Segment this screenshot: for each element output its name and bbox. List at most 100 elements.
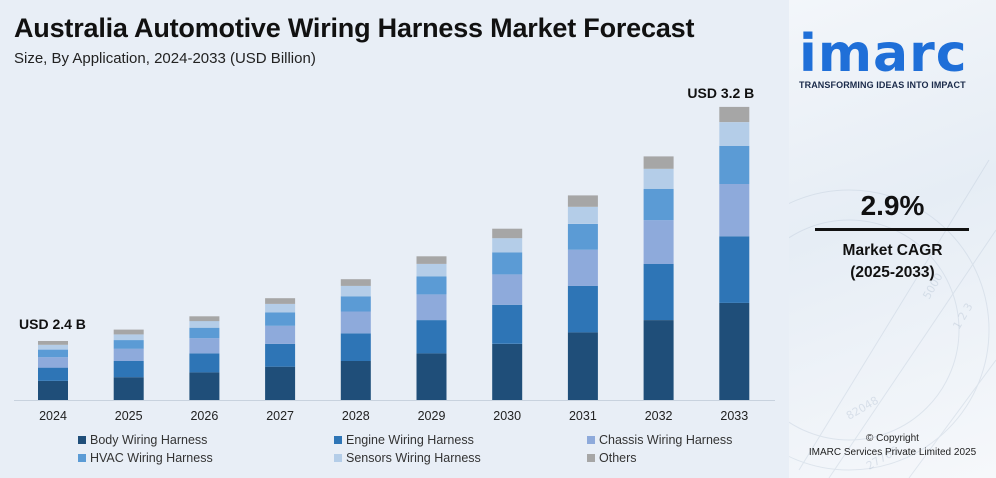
bar-segment-2028-sensors-wiring-harness — [340, 285, 371, 297]
bar-segment-2025-others — [113, 329, 144, 335]
bar-segment-2030-hvac-wiring-harness — [492, 252, 523, 275]
bar-segment-2030-sensors-wiring-harness — [492, 238, 523, 253]
bar-segment-2031-body-wiring-harness — [567, 332, 598, 400]
bar-segment-2033-sensors-wiring-harness — [719, 122, 750, 146]
legend-item-hvac-wiring-harness: HVAC Wiring Harness — [78, 451, 213, 465]
bar-segment-2024-body-wiring-harness — [38, 381, 68, 400]
side-panel: 5000 1 2 3 82048 27766 imarc TRANSFORMIN… — [789, 0, 996, 478]
x-tick-label-2030: 2030 — [493, 409, 521, 423]
bar-segment-2031-engine-wiring-harness — [567, 285, 598, 333]
chart-legend: Body Wiring Harness Engine Wiring Harness… — [78, 433, 778, 473]
legend-item-engine-wiring-harness: Engine Wiring Harness — [334, 433, 474, 447]
legend-swatch — [78, 436, 86, 444]
background-graphic: 5000 1 2 3 82048 27766 — [789, 159, 996, 478]
logo-wordmark: imarc — [799, 24, 968, 84]
legend-label: Chassis Wiring Harness — [599, 433, 733, 447]
bar-segment-2025-sensors-wiring-harness — [113, 334, 144, 340]
bar-segment-2026-others — [189, 316, 220, 322]
legend-swatch — [587, 454, 595, 462]
bar-segment-2026-hvac-wiring-harness — [189, 327, 220, 339]
bar-segment-2025-body-wiring-harness — [113, 377, 144, 400]
legend-label: Others — [599, 451, 637, 465]
bar-segment-2029-hvac-wiring-harness — [416, 276, 447, 295]
bar-segment-2024-sensors-wiring-harness — [38, 344, 68, 350]
x-tick-label-2024: 2024 — [39, 409, 67, 423]
svg-text:1 2 3: 1 2 3 — [950, 301, 975, 332]
bar-segment-2024-others — [38, 341, 68, 345]
bar-segment-2033-hvac-wiring-harness — [719, 145, 750, 184]
bar-segment-2027-sensors-wiring-harness — [265, 303, 296, 313]
copyright-line2: IMARC Services Private Limited 2025 — [808, 447, 977, 458]
legend-item-chassis-wiring-harness: Chassis Wiring Harness — [587, 433, 732, 447]
bar-segment-2033-engine-wiring-harness — [719, 236, 750, 303]
cagr-value: 2.9% — [860, 190, 925, 221]
bar-segment-2031-sensors-wiring-harness — [567, 206, 598, 224]
bar-segment-2031-others — [567, 195, 598, 207]
cagr-divider — [815, 228, 969, 231]
cagr-label-line1: Market CAGR — [842, 242, 943, 259]
bar-segment-2026-engine-wiring-harness — [189, 353, 220, 373]
bar-segment-2032-hvac-wiring-harness — [643, 188, 674, 221]
bar-segment-2026-chassis-wiring-harness — [189, 338, 220, 354]
bar-segment-2028-hvac-wiring-harness — [340, 296, 371, 312]
chart-title: Australia Automotive Wiring Harness Mark… — [14, 13, 695, 43]
bar-segment-2028-body-wiring-harness — [340, 361, 371, 400]
legend-item-others: Others — [587, 451, 637, 465]
bar-segment-2030-others — [492, 228, 523, 239]
bar-segment-2029-sensors-wiring-harness — [416, 263, 447, 277]
bar-segment-2027-hvac-wiring-harness — [265, 312, 296, 326]
logo-tagline: TRANSFORMING IDEAS INTO IMPACT — [799, 80, 966, 90]
bar-segment-2032-sensors-wiring-harness — [643, 168, 674, 189]
bar-segment-2033-body-wiring-harness — [719, 302, 750, 400]
x-tick-label-2027: 2027 — [266, 409, 294, 423]
cagr-label: Market CAGR (2025-2033) — [789, 240, 996, 284]
bar-segment-2031-chassis-wiring-harness — [567, 249, 598, 286]
total-annotation-2033: USD 3.2 B — [687, 85, 754, 101]
total-annotation-2024: USD 2.4 B — [19, 316, 86, 332]
x-tick-label-2029: 2029 — [418, 409, 446, 423]
x-tick-label-2033: 2033 — [720, 409, 748, 423]
bar-segment-2024-hvac-wiring-harness — [38, 349, 68, 358]
bar-segment-2031-hvac-wiring-harness — [567, 224, 598, 250]
bar-segment-2026-sensors-wiring-harness — [189, 321, 220, 328]
bar-segment-2026-body-wiring-harness — [189, 372, 220, 400]
bar-segment-2027-engine-wiring-harness — [265, 343, 296, 367]
bar-segment-2032-engine-wiring-harness — [643, 263, 674, 320]
chart-panel: Australia Automotive Wiring Harness Mark… — [0, 0, 789, 478]
bar-segment-2024-engine-wiring-harness — [38, 367, 68, 381]
bar-segment-2029-chassis-wiring-harness — [416, 294, 447, 321]
bar-segment-2024-chassis-wiring-harness — [38, 357, 68, 368]
bar-segment-2033-chassis-wiring-harness — [719, 184, 750, 237]
bar-segment-2027-others — [265, 298, 296, 304]
copyright: © Copyright IMARC Services Private Limit… — [789, 432, 996, 460]
legend-swatch — [334, 454, 342, 462]
x-tick-label-2028: 2028 — [342, 409, 370, 423]
bar-segment-2027-chassis-wiring-harness — [265, 325, 296, 344]
svg-text:82048: 82048 — [844, 394, 881, 423]
bar-segment-2030-engine-wiring-harness — [492, 304, 523, 344]
bar-segment-2025-chassis-wiring-harness — [113, 348, 144, 361]
legend-swatch — [334, 436, 342, 444]
bar-segment-2029-others — [416, 256, 447, 264]
bar-segment-2029-engine-wiring-harness — [416, 320, 447, 354]
x-tick-label-2026: 2026 — [190, 409, 218, 423]
x-tick-label-2032: 2032 — [645, 409, 673, 423]
bar-segment-2028-engine-wiring-harness — [340, 333, 371, 361]
copyright-line1: © Copyright — [866, 433, 919, 444]
x-tick-label-2025: 2025 — [115, 409, 143, 423]
bar-segment-2033-others — [719, 106, 750, 123]
bar-segment-2032-others — [643, 156, 674, 169]
legend-label: Engine Wiring Harness — [346, 433, 474, 447]
legend-label: HVAC Wiring Harness — [90, 451, 213, 465]
legend-label: Sensors Wiring Harness — [346, 451, 481, 465]
bar-segment-2030-chassis-wiring-harness — [492, 274, 523, 305]
x-tick-label-2031: 2031 — [569, 409, 597, 423]
legend-swatch — [587, 436, 595, 444]
cagr-label-line2: (2025-2033) — [850, 264, 935, 281]
bar-segment-2032-body-wiring-harness — [643, 320, 674, 400]
legend-swatch — [78, 454, 86, 462]
imarc-logo: imarc — [799, 28, 989, 80]
bar-segment-2028-chassis-wiring-harness — [340, 311, 371, 334]
bar-segment-2025-hvac-wiring-harness — [113, 340, 144, 349]
bar-segment-2025-engine-wiring-harness — [113, 361, 144, 378]
